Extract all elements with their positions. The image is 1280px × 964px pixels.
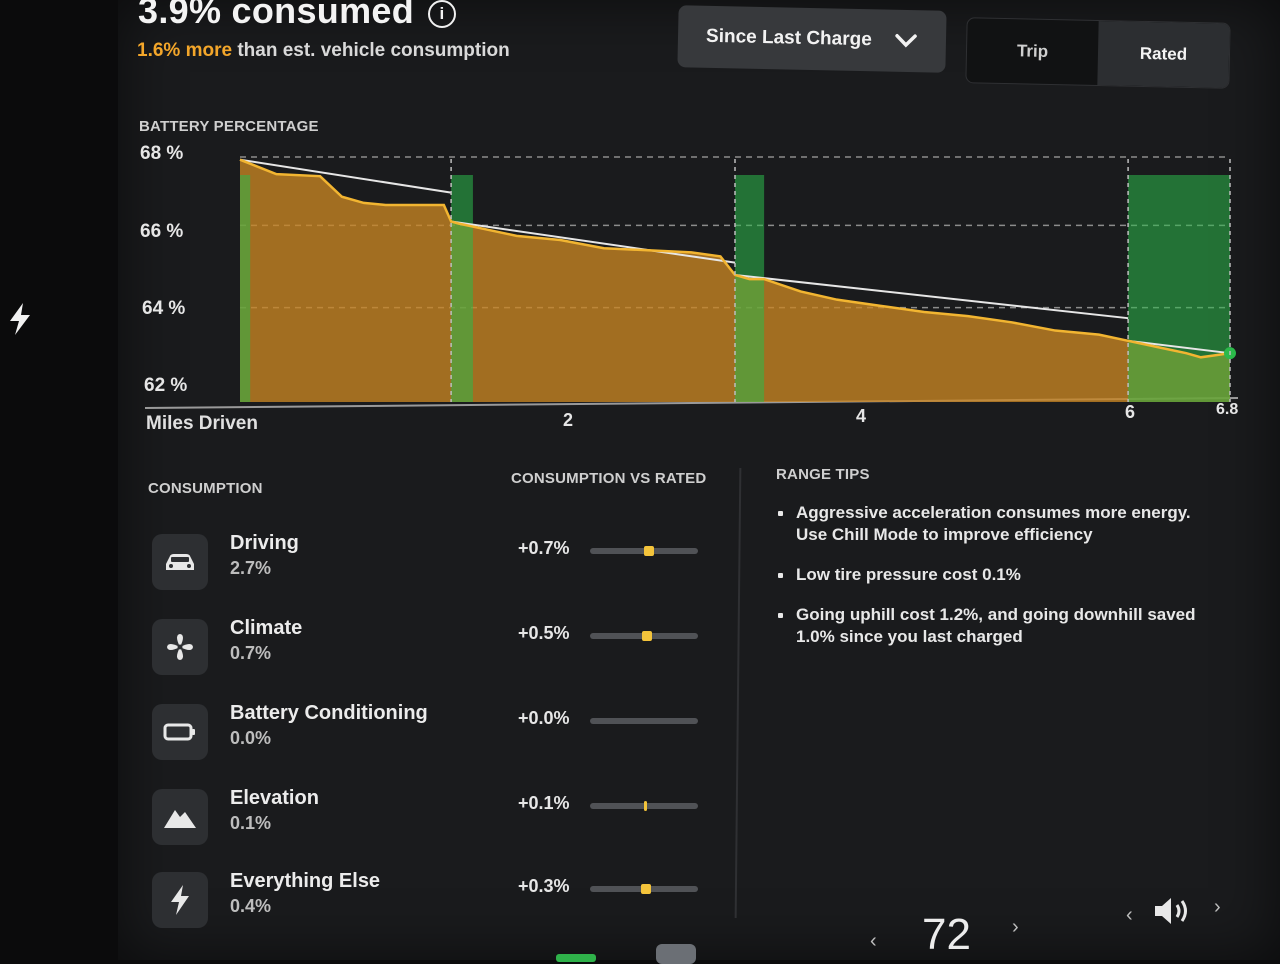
chart-title: BATTERY PERCENTAGE	[139, 118, 319, 135]
side-bolt-icon	[10, 303, 30, 335]
dock-app-icon[interactable]	[656, 944, 696, 964]
info-icon[interactable]: i	[428, 0, 456, 28]
category-name: Driving	[230, 532, 299, 554]
category-delta: +0.5%	[518, 623, 570, 643]
range-tip: Aggressive acceleration consumes more en…	[778, 502, 1208, 546]
consumption-row-battery-conditioning[interactable]: Battery Conditioning 0.0% +0.0%	[150, 700, 710, 764]
cabin-temperature[interactable]: 72	[922, 910, 971, 959]
period-dropdown[interactable]: Since Last Charge	[677, 5, 947, 73]
x-tick-label: 6.8	[1216, 401, 1239, 418]
range-tip: Low tire pressure cost 0.1%	[778, 564, 1208, 586]
category-percent: 0.7%	[230, 643, 272, 663]
y-tick-label: 68 %	[140, 143, 184, 164]
rated-line	[450, 220, 736, 264]
consumption-row-elevation[interactable]: Elevation 0.1% +0.1%	[150, 785, 710, 849]
rated-line	[734, 273, 1129, 320]
range-tips-list: Aggressive acceleration consumes more en…	[778, 502, 1208, 666]
range-tips-heading: RANGE TIPS	[776, 466, 870, 483]
category-percent: 0.0%	[230, 728, 272, 748]
x-axis-label: Miles Driven	[146, 413, 258, 434]
more-highlight: 1.6% more	[137, 40, 233, 61]
temp-increase-chevron[interactable]: ›	[1012, 916, 1019, 938]
delta-bar-marker	[644, 546, 655, 556]
y-tick-label: 66 %	[140, 221, 184, 242]
regen-band	[1128, 175, 1230, 402]
range-tip: Going uphill cost 1.2%, and going downhi…	[778, 604, 1208, 648]
delta-bar	[590, 801, 698, 811]
battery-chart	[144, 156, 1239, 409]
category-percent: 2.7%	[230, 558, 272, 578]
x-tick-label: 4	[856, 406, 867, 426]
category-name: Elevation	[230, 787, 319, 809]
more-rest: than est. vehicle consumption	[232, 40, 510, 61]
delta-bar-marker	[642, 631, 653, 641]
rated-line	[239, 158, 452, 194]
category-percent: 0.1%	[230, 813, 272, 833]
regen-band	[240, 175, 251, 402]
bolt-icon	[152, 872, 208, 928]
category-percent: 0.4%	[230, 896, 272, 916]
consumption-row-driving[interactable]: Driving 2.7% +0.7%	[150, 530, 710, 594]
category-name: Battery Conditioning	[230, 702, 428, 724]
category-delta: +0.1%	[518, 793, 570, 813]
chevron-down-icon	[895, 34, 917, 48]
regen-band	[451, 175, 473, 402]
consumption-comparison: 1.6% more than est. vehicle consumption	[137, 40, 510, 62]
consumption-row-everything-else[interactable]: Everything Else 0.4% +0.3%	[150, 868, 710, 932]
battery-icon	[152, 704, 208, 760]
consumed-headline: 3.9% consumed i	[138, 0, 456, 32]
delta-bar	[590, 546, 698, 556]
x-tick-label: 6	[1125, 402, 1136, 422]
delta-bar	[590, 718, 698, 724]
category-name: Everything Else	[230, 870, 381, 892]
category-delta: +0.0%	[518, 708, 570, 728]
fan-icon	[152, 619, 208, 675]
consumption-heading: CONSUMPTION	[148, 480, 263, 497]
category-delta: +0.7%	[518, 538, 570, 558]
car-icon	[152, 534, 208, 590]
temp-decrease-chevron[interactable]: ‹	[870, 930, 877, 952]
y-tick-label: 62 %	[144, 375, 188, 396]
dock-app-icon[interactable]	[556, 954, 596, 962]
volume-up-chevron[interactable]: ›	[1214, 896, 1221, 918]
delta-bar-marker	[643, 801, 647, 811]
x-tick-label: 2	[563, 410, 574, 430]
delta-bar	[590, 884, 698, 894]
category-delta: +0.3%	[518, 876, 570, 896]
consumed-title: 3.9% consumed	[138, 0, 414, 31]
volume-icon[interactable]	[1152, 894, 1196, 928]
category-name: Climate	[230, 617, 303, 639]
consumption-line	[239, 158, 1231, 359]
y-tick-label: 64 %	[142, 298, 186, 319]
delta-bar-marker	[641, 884, 652, 894]
consumption-row-climate[interactable]: Climate 0.7% +0.5%	[150, 615, 710, 679]
delta-bar	[590, 631, 698, 641]
consumption-vs-rated-heading: CONSUMPTION VS RATED	[511, 470, 707, 487]
rated-line	[1127, 339, 1231, 355]
energy-app-screen	[118, 0, 1280, 960]
mountain-icon	[152, 789, 208, 845]
regen-band	[735, 175, 765, 402]
volume-down-chevron[interactable]: ‹	[1126, 904, 1133, 926]
